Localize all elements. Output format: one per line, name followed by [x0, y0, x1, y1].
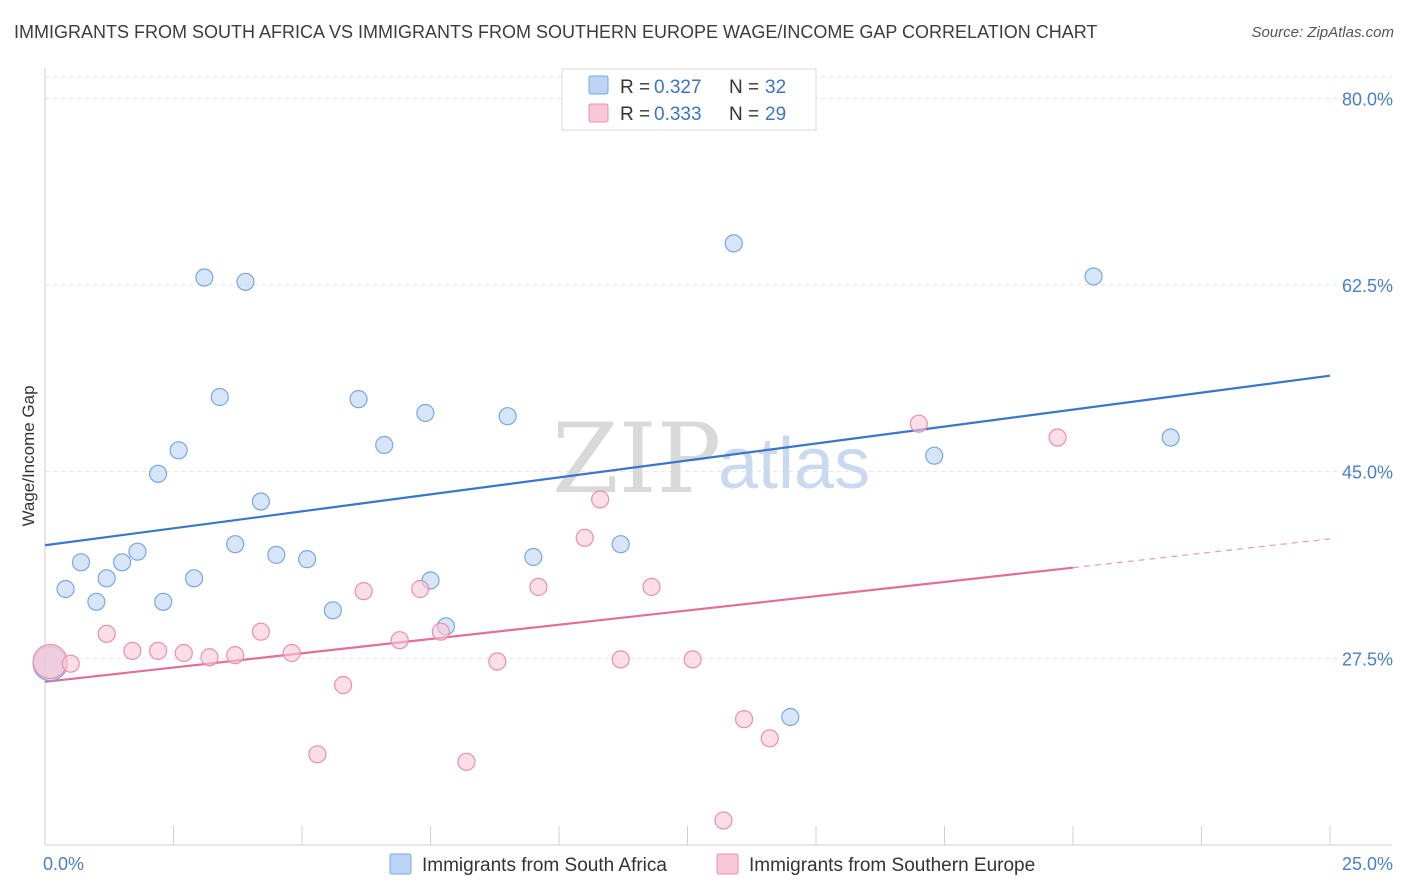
trend-line-0: [44, 374, 1331, 547]
point-0-2: [71, 553, 91, 572]
legend-r-label-0: R =: [620, 77, 650, 98]
point-1-22: [642, 577, 661, 596]
point-0-26: [611, 535, 630, 554]
y-tick-label-0: 27.5%: [1342, 649, 1393, 669]
point-0-21: [416, 403, 435, 423]
bottom-legend-swatch-southern-europe: [716, 853, 739, 875]
point-1-19: [575, 528, 594, 547]
chart-title: IMMIGRANTS FROM SOUTH AFRICA VS IMMIGRAN…: [14, 22, 1098, 42]
point-1-4: [148, 641, 168, 660]
point-1-18: [529, 577, 548, 596]
point-0-6: [128, 542, 147, 561]
point-0-8: [154, 592, 173, 611]
y-tick-label-1: 45.0%: [1342, 463, 1393, 483]
point-1-7: [226, 646, 245, 665]
point-0-10: [184, 569, 204, 588]
point-1-12: [354, 582, 373, 601]
point-1-3: [123, 641, 142, 660]
point-0-31: [1161, 428, 1180, 447]
point-1-15: [431, 622, 450, 641]
point-0-14: [236, 272, 255, 291]
point-1-14: [411, 579, 430, 599]
legend-swatch-south-africa: [588, 75, 609, 95]
point-1-17: [488, 652, 507, 671]
point-1-5: [174, 643, 193, 663]
point-1-25: [734, 710, 754, 729]
y-tick-label-2: 62.5%: [1342, 276, 1393, 296]
watermark-atlas: atlas: [718, 424, 870, 504]
point-0-20: [375, 435, 394, 455]
point-1-9: [282, 643, 301, 663]
legend-n-label-1: N =: [729, 104, 759, 125]
legend-r-label-1: R =: [620, 104, 650, 125]
bottom-legend-label-south-africa: Immigrants from South Africa: [422, 855, 667, 876]
point-1-1: [61, 654, 80, 673]
point-0-1: [56, 579, 75, 599]
point-0-16: [267, 545, 286, 564]
point-0-7: [148, 464, 168, 483]
point-0-25: [524, 547, 543, 567]
point-0-18: [323, 601, 342, 620]
data-points: [32, 234, 1180, 830]
point-0-19: [349, 390, 368, 409]
point-0-27: [724, 234, 743, 253]
point-0-28: [781, 707, 800, 727]
legend-r-value-1: 0.333: [654, 104, 702, 125]
point-0-12: [210, 387, 229, 407]
x-tick-label-0: 0.0%: [43, 854, 84, 874]
point-1-10: [308, 745, 327, 764]
legend-r-value-0: 0.327: [654, 77, 702, 98]
bottom-legend: Immigrants from South Africa Immigrants …: [389, 853, 1035, 876]
point-1-16: [457, 752, 476, 771]
point-1-8: [251, 622, 270, 641]
legend-swatch-southern-europe: [588, 103, 609, 123]
x-tick-label-1: 25.0%: [1342, 854, 1393, 874]
point-0-13: [226, 535, 245, 554]
watermark: ZIP atlas: [552, 403, 870, 515]
point-0-3: [87, 592, 106, 611]
grid-lines: [45, 76, 1392, 659]
legend-n-value-0: 32: [765, 77, 786, 98]
point-0-17: [298, 550, 317, 569]
trend-line-dashed-1: [1072, 538, 1331, 569]
legend: R = 0.327 N = 32 R = 0.333 N = 29: [561, 68, 817, 131]
legend-n-value-1: 29: [765, 104, 786, 125]
y-axis-label: Wage/Income Gap: [19, 385, 38, 526]
point-1-6: [200, 648, 219, 667]
point-1-28: [1048, 428, 1067, 447]
point-0-15: [251, 492, 270, 511]
point-0-5: [112, 553, 132, 572]
point-1-11: [334, 675, 353, 695]
point-0-4: [97, 569, 116, 588]
point-1-24: [714, 811, 733, 830]
point-1-20: [591, 490, 610, 509]
point-1-13: [390, 631, 409, 650]
tick-labels: 27.5% 45.0% 62.5% 80.0% 0.0% 25.0%: [43, 89, 1393, 874]
point-0-29: [925, 446, 944, 465]
legend-n-label-0: N =: [729, 77, 759, 98]
y-tick-label-3: 80.0%: [1342, 89, 1393, 109]
point-1-27: [909, 414, 928, 433]
source-credit: Source: ZipAtlas.com: [1251, 24, 1394, 41]
point-1-21: [611, 650, 630, 669]
point-0-24: [498, 407, 517, 426]
point-1-26: [760, 729, 779, 748]
point-1-2: [97, 624, 116, 643]
axes: [44, 68, 1392, 846]
point-0-30: [1084, 267, 1103, 286]
point-0-11: [195, 268, 214, 287]
point-0-9: [169, 441, 188, 460]
bottom-legend-swatch-south-africa: [389, 853, 412, 875]
point-1-23: [683, 650, 702, 669]
bottom-legend-label-southern-europe: Immigrants from Southern Europe: [749, 855, 1035, 876]
